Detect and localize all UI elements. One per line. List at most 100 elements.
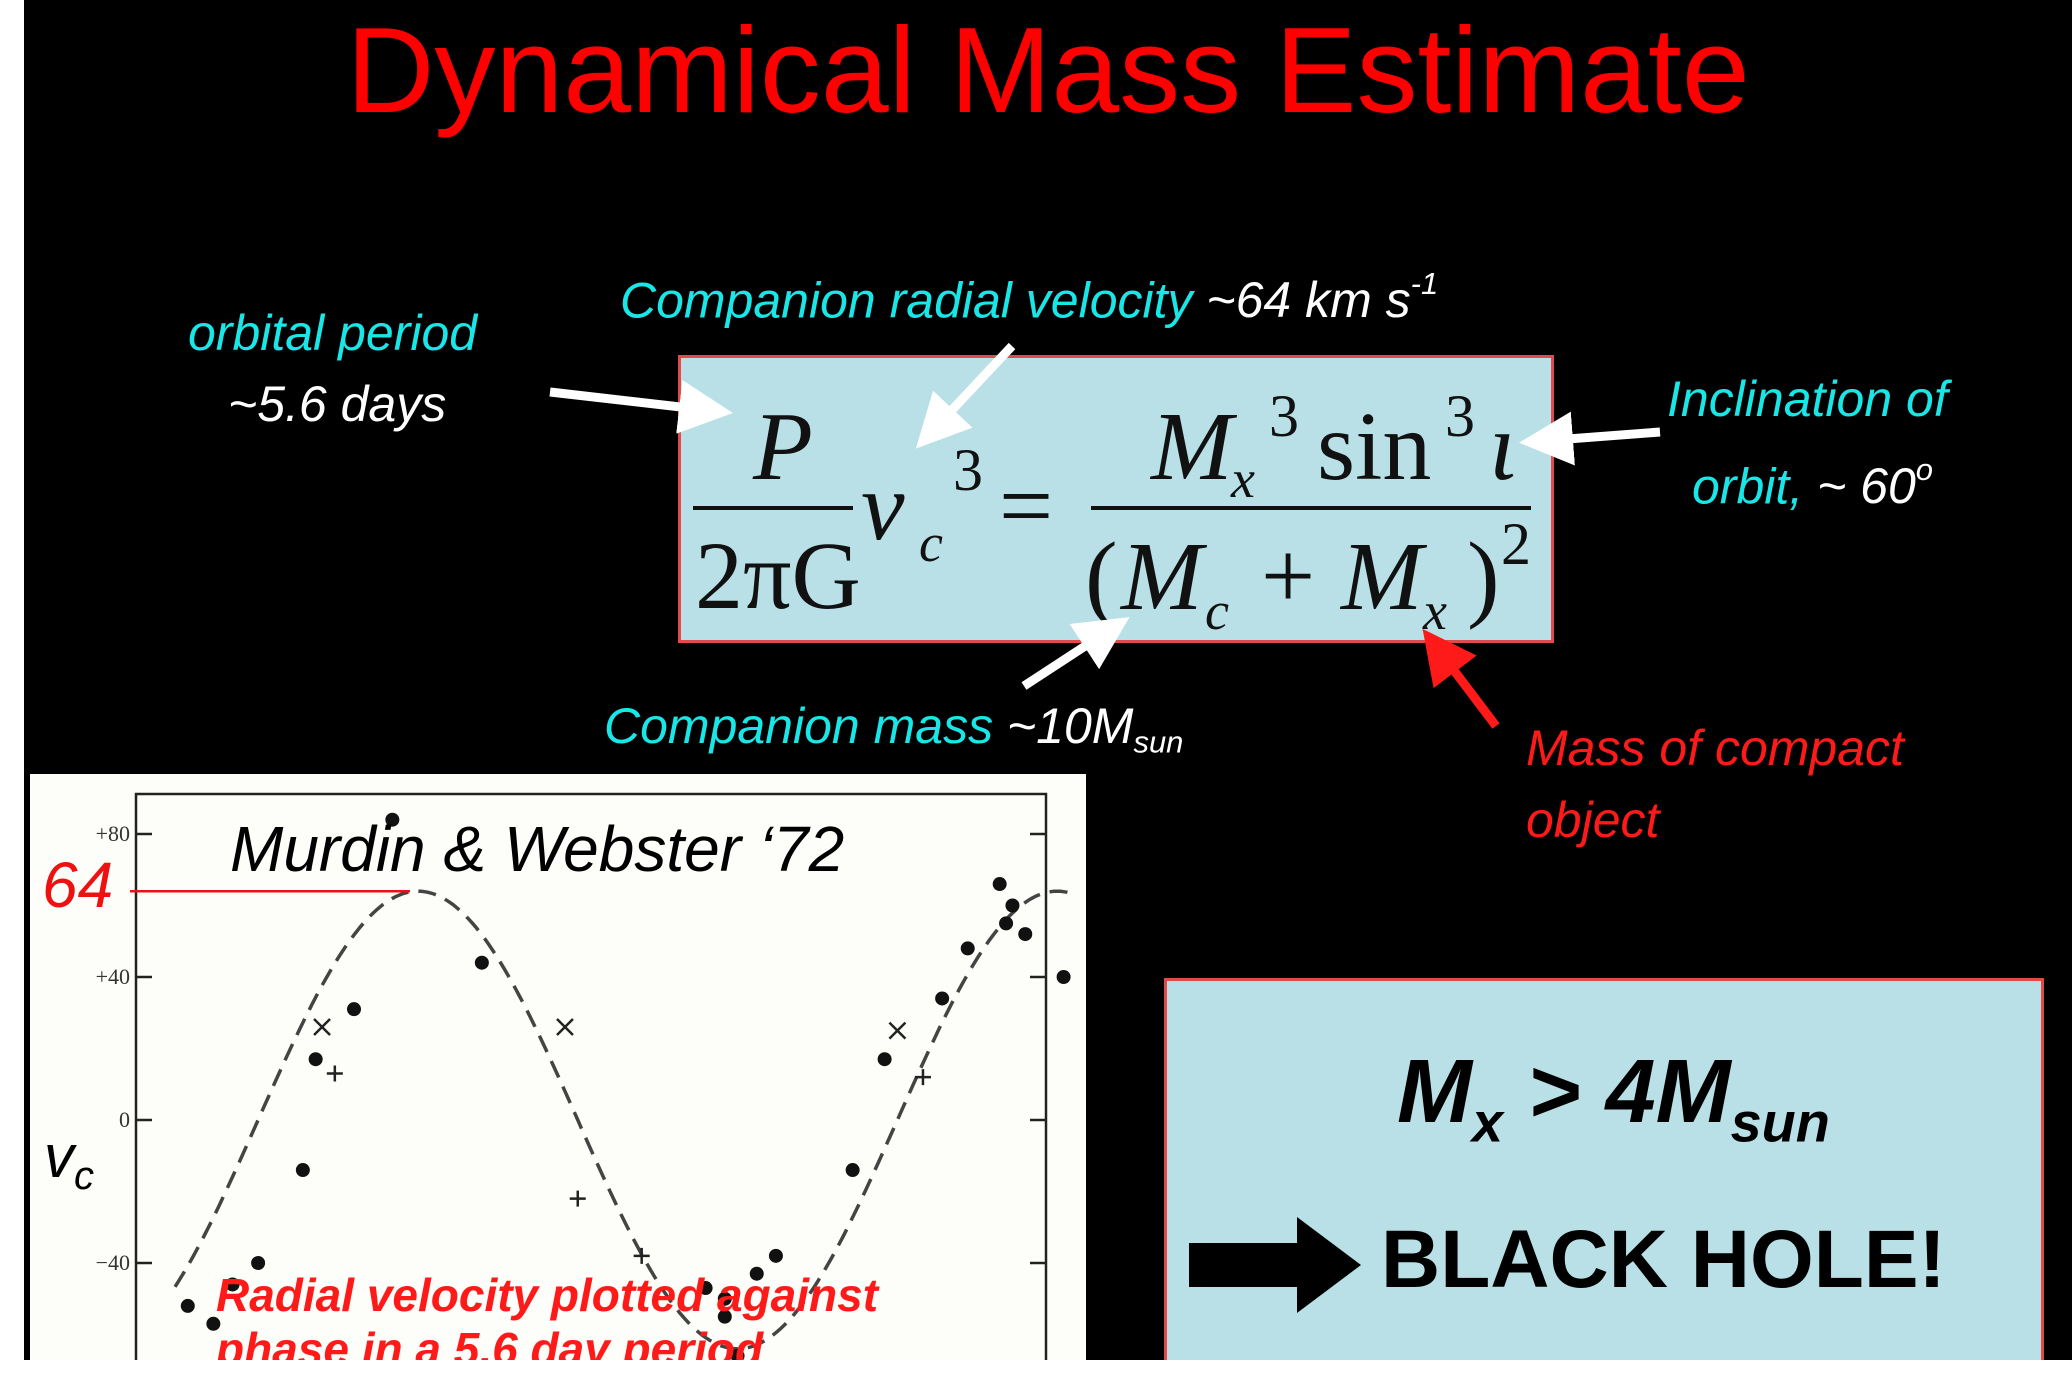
companion-mass-sub: sun <box>1133 724 1184 760</box>
plot-y-label-sub: c <box>74 1154 94 1198</box>
eq-denominator-square: 2 <box>1501 511 1531 577</box>
degree-symbol: o <box>1915 452 1934 487</box>
data-point-dot <box>730 1348 745 1360</box>
inclination-value: ~ 60o <box>1817 452 1933 515</box>
data-point-dot <box>1018 927 1033 942</box>
plot-caption-line1: Radial velocity plotted against <box>216 1269 879 1321</box>
data-point-dot <box>992 877 1007 892</box>
eq-companion-mass: M <box>1121 523 1203 631</box>
orbital-period-value: ~5.6 days <box>228 376 447 432</box>
data-point-dot <box>935 991 950 1006</box>
eq-velocity-cube: 3 <box>953 437 983 503</box>
data-point-dot <box>1056 970 1071 984</box>
black-hole-text: BLACK HOLE! <box>1381 1214 1946 1305</box>
equation-box: P 2πG v c 3 = M x 3 sin 3 ι ( M c + M x … <box>678 355 1554 643</box>
plot-frame <box>134 792 1048 1360</box>
data-point-dot <box>347 1002 361 1017</box>
data-point-plus <box>914 1069 931 1086</box>
eq-velocity-symbol: v <box>861 453 905 561</box>
slide: Dynamical Mass Estimate orbital period ~… <box>24 0 2072 1360</box>
inclination-label-line2: orbit, ~ 60o <box>1692 440 1933 516</box>
data-point-dot <box>225 1277 240 1292</box>
data-point-cross <box>556 1018 574 1036</box>
data-point-cross <box>313 1018 331 1036</box>
slide-title: Dynamical Mass Estimate <box>346 2 1750 138</box>
eq-numerator-mass-sub: x <box>1231 449 1255 509</box>
result-mass-symbol: M <box>1397 1042 1472 1142</box>
data-point-dot <box>385 812 400 827</box>
data-markers <box>180 812 1071 1360</box>
right-arrow-icon <box>1189 1217 1361 1313</box>
companion-mass-label: Companion mass ~10Msun <box>604 696 1183 772</box>
orbital-period-arrow <box>549 380 733 434</box>
eq-equals-sign: = <box>999 452 1054 559</box>
data-point-plus <box>326 1065 343 1082</box>
data-point-dot <box>1005 898 1020 913</box>
y-axis-ticks: +80+400−40−80 <box>96 821 1046 1275</box>
eq-companion-mass-sub: c <box>1205 581 1229 641</box>
plot-citation: Murdin & Webster ‘72 <box>230 813 845 885</box>
eq-sin-cube: 3 <box>1445 383 1475 449</box>
data-point-dot <box>845 1163 860 1178</box>
eq-compact-mass-sub: x <box>1423 581 1447 641</box>
eq-right-fraction-bar <box>1091 506 1531 510</box>
data-point-dot <box>251 1256 266 1270</box>
eq-numerator-cube: 3 <box>1269 383 1299 449</box>
radial-velocity-arrow <box>915 342 1016 449</box>
data-point-dot <box>180 1298 195 1313</box>
compact-mass-line1: Mass of compact <box>1526 720 1904 776</box>
inclination-orbit-word: orbit, <box>1692 458 1804 515</box>
data-point-plus <box>633 1247 650 1264</box>
companion-mass-value: ~10Msun <box>1006 698 1183 759</box>
y-tick-label: −40 <box>96 1250 130 1275</box>
inclination-arrow <box>1519 411 1661 466</box>
data-point-dot <box>474 955 489 970</box>
data-point-dot <box>295 1163 310 1178</box>
data-point-dot <box>698 1281 713 1296</box>
eq-inclination-symbol: ι <box>1489 393 1517 501</box>
data-point-dot <box>717 1309 732 1324</box>
companion-mass-number: ~10M <box>1006 698 1134 754</box>
y-tick-label: +40 <box>96 964 130 989</box>
result-inequality: Mx > 4Msun <box>1397 1041 1830 1155</box>
plot-y-label: vc <box>44 1122 94 1199</box>
highlight-value-label: 64 <box>42 849 114 922</box>
inclination-number: ~ 60 <box>1817 458 1916 515</box>
plot-canvas: +80+400−40−80 <box>96 792 1071 1360</box>
result-sun-sub: sun <box>1730 1090 1830 1154</box>
eq-close-paren: ) <box>1467 523 1500 631</box>
plot-caption-line2: phase in a 5.6 day period <box>216 1323 764 1360</box>
result-greater-than: > 4M <box>1503 1042 1731 1142</box>
orbital-period-label: orbital period <box>188 305 478 361</box>
eq-numerator-mass: M <box>1151 393 1233 501</box>
radial-velocity-value: ~64 km s-1 <box>1206 266 1438 329</box>
eq-period-symbol: P <box>753 393 813 501</box>
y-tick-label: +80 <box>96 821 130 846</box>
data-point-cross <box>888 1021 907 1040</box>
radial-velocity-number: ~64 km s <box>1206 272 1411 329</box>
data-point-dot <box>960 941 975 956</box>
result-mass-sub: x <box>1471 1090 1504 1154</box>
eq-velocity-subscript: c <box>919 513 943 573</box>
plot-y-label-main: v <box>44 1123 74 1190</box>
compact-mass-arrow <box>1422 628 1500 729</box>
data-point-plus <box>569 1190 586 1207</box>
data-point-dot <box>749 1266 764 1281</box>
companion-mass-name: Companion mass <box>604 698 994 754</box>
data-point-dot <box>206 1316 221 1331</box>
annotation-arrows <box>549 342 1661 729</box>
companion-mass-arrow <box>1021 617 1130 690</box>
y-tick-label: 0 <box>119 1107 130 1132</box>
eq-plus-sign: + <box>1261 522 1316 629</box>
result-box: Mx > 4Msun BLACK HOLE! <box>1164 978 2044 1360</box>
radial-velocity-exponent: -1 <box>1410 266 1439 301</box>
radial-velocity-plot: +80+400−40−80 Murdin & Webster ‘72 64 vc… <box>30 774 1086 1360</box>
eq-open-paren: ( <box>1085 523 1118 631</box>
inclination-label-line1: Inclination of <box>1667 371 1948 427</box>
eq-compact-mass: M <box>1341 523 1423 631</box>
eq-two-pi-g-text: 2πG <box>695 522 861 629</box>
data-point-dot <box>999 916 1014 931</box>
compact-mass-line2: object <box>1526 792 1660 848</box>
eq-sin-word: sin <box>1317 393 1432 501</box>
radial-velocity-name: Companion radial velocity <box>620 272 1193 329</box>
